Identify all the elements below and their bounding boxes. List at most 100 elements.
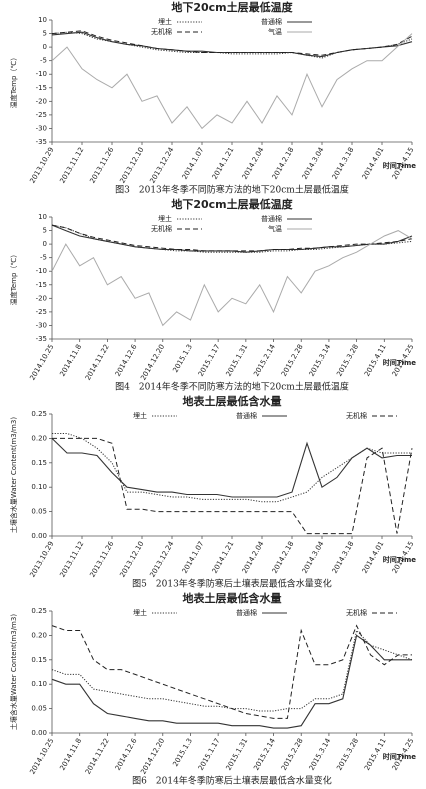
y-axis-label: 土壤含水量Water Content(m3/m3) <box>9 614 18 730</box>
x-tick-label: 2014.2.04 <box>241 146 266 181</box>
legend-label: 气温 <box>268 27 282 36</box>
series-line <box>51 634 412 729</box>
x-tick-label: 2014.1.07 <box>181 146 206 181</box>
x-tick-label: 2014.11.8 <box>58 737 83 772</box>
x-tick-label: 2014.1.21 <box>211 540 236 575</box>
legend-label: 埋土 <box>133 608 147 617</box>
x-tick-label: 2014.3.18 <box>331 540 356 575</box>
x-axis-label: 时间Time <box>383 161 416 170</box>
chart-title: 地表土层最低含水量 <box>183 591 282 605</box>
x-tick-label: 2013.11.26 <box>88 146 115 185</box>
chart-title: 地下20cm土层最低温度 <box>171 197 293 211</box>
x-tick-label: 2014.10.25 <box>28 737 55 776</box>
x-tick-label: 2014.12.6 <box>114 737 139 772</box>
chart: 地表土层最低含水量 0.00 0.05 0.10 0.15 0.20 0.25 2014.10… <box>9 591 416 787</box>
x-tick-label: 2013.11.12 <box>58 540 85 579</box>
legend-label: 无机棉 <box>151 224 172 233</box>
y-axis-label: 温度Temp（℃） <box>9 54 18 109</box>
y-tick-label: -30 <box>36 321 47 329</box>
y-tick-label: 0.05 <box>31 705 47 713</box>
series-line <box>51 31 413 58</box>
x-tick-label: 2015.2.14 <box>252 737 277 772</box>
legend-label: 无机棉 <box>151 27 172 36</box>
y-tick-label: -35 <box>36 138 47 146</box>
y-tick-label: 0.00 <box>31 532 47 540</box>
caption: 图3 2013年冬季不同防寒方法的地下20cm土层最低温度 <box>115 184 349 196</box>
series-line <box>51 33 413 130</box>
y-tick-label: -30 <box>36 124 47 132</box>
x-axis-label: 时间Time <box>383 555 416 564</box>
series-line <box>51 230 413 327</box>
y-tick-label: -10 <box>36 267 47 275</box>
x-tick-label: 2014.1.21 <box>211 146 236 181</box>
caption: 图4 2014年冬季不同防寒方法的地下20cm土层最低温度 <box>115 381 349 393</box>
x-tick-label: 2014.2.04 <box>241 540 266 575</box>
y-tick-label: -25 <box>36 111 47 119</box>
x-tick-label: 2013.10.29 <box>28 540 55 579</box>
x-tick-label: 2015.2.14 <box>252 343 277 378</box>
y-axis-label: 温度Temp（℃） <box>9 251 18 306</box>
x-tick-label: 2014.4.01 <box>361 146 386 181</box>
y-tick-label: 0.15 <box>31 459 47 467</box>
x-tick-label: 2014.3.04 <box>301 540 326 575</box>
x-tick-label: 2013.12.10 <box>118 540 145 579</box>
series-line <box>52 437 413 535</box>
x-tick-label: 2014.4.01 <box>361 540 386 575</box>
x-tick-label: 2014.2.18 <box>271 540 296 575</box>
y-tick-label: 10 <box>38 16 47 24</box>
y-axis-label: 土壤含水量Water Content(m3/m3) <box>9 417 18 533</box>
x-tick-label: 2014.1.07 <box>181 540 206 575</box>
x-tick-label: 2015.2.28 <box>280 343 305 378</box>
legend-label: 埋土 <box>133 411 147 420</box>
x-tick-label: 2015.1.17 <box>197 343 222 378</box>
x-tick-label: 2014.12.6 <box>114 343 139 378</box>
chart: 地表土层最低含水量 0.00 0.05 0.10 0.15 0.20 0.25 2013.10… <box>9 394 416 590</box>
x-tick-label: 2015.1.3 <box>171 343 194 374</box>
x-tick-label: 2015.2.28 <box>280 737 305 772</box>
series-line <box>51 224 413 253</box>
x-tick-label: 2013.12.24 <box>148 146 175 185</box>
x-tick-label: 2014.11.22 <box>84 737 111 776</box>
y-tick-label: -35 <box>36 335 47 343</box>
x-tick-label: 2014.3.04 <box>301 146 326 181</box>
series-line <box>51 224 413 253</box>
chart: 地下20cm土层最低温度 -35 -30 -25 -20 -15 -10 -5 0 5 10 2013… <box>9 0 416 196</box>
x-tick-label: 2015.3.14 <box>308 737 333 772</box>
y-tick-label: 10 <box>38 213 47 221</box>
x-axis-label: 时间Time <box>383 358 416 367</box>
x-tick-label: 2013.11.12 <box>58 146 85 185</box>
y-tick-label: -15 <box>36 84 47 92</box>
legend-label: 无机棉 <box>346 411 367 420</box>
y-tick-label: 5 <box>43 227 47 235</box>
y-tick-label: 0.25 <box>31 607 47 615</box>
x-tick-label: 2013.10.29 <box>28 146 55 185</box>
x-tick-label: 2015.1.31 <box>225 737 250 772</box>
x-tick-label: 2014.11.8 <box>58 343 83 378</box>
legend-label: 普通棉 <box>236 411 257 420</box>
series-line <box>51 438 412 498</box>
x-tick-label: 2014.12.20 <box>139 343 166 382</box>
x-tick-label: 2015.1.31 <box>225 343 250 378</box>
x-axis-label: 时间Time <box>383 752 416 761</box>
y-tick-label: 0.10 <box>31 483 47 491</box>
caption: 图6 2014年冬季防寒后土壤表层最低含水量变化 <box>132 775 332 787</box>
series-line <box>51 30 413 56</box>
y-tick-label: 0.00 <box>31 729 47 737</box>
series-line <box>51 624 412 719</box>
y-tick-label: 0.15 <box>31 656 47 664</box>
x-tick-label: 2015.3.28 <box>335 343 360 378</box>
chart-title: 地表土层最低含水量 <box>183 394 282 408</box>
caption: 图5 2013年冬季防寒后土壤表层最低含水量变化 <box>132 578 332 590</box>
y-tick-label: 0.05 <box>31 508 47 516</box>
y-tick-label: -10 <box>36 70 47 78</box>
x-tick-label: 2014.3.18 <box>331 146 356 181</box>
legend-label: 普通棉 <box>261 214 282 223</box>
x-tick-label: 2014.11.22 <box>84 343 111 382</box>
x-tick-label: 2013.12.10 <box>118 146 145 185</box>
series-line <box>51 629 413 712</box>
y-tick-label: 5 <box>43 30 47 38</box>
x-tick-label: 2015.1.3 <box>171 737 194 768</box>
y-tick-label: -20 <box>36 294 47 302</box>
